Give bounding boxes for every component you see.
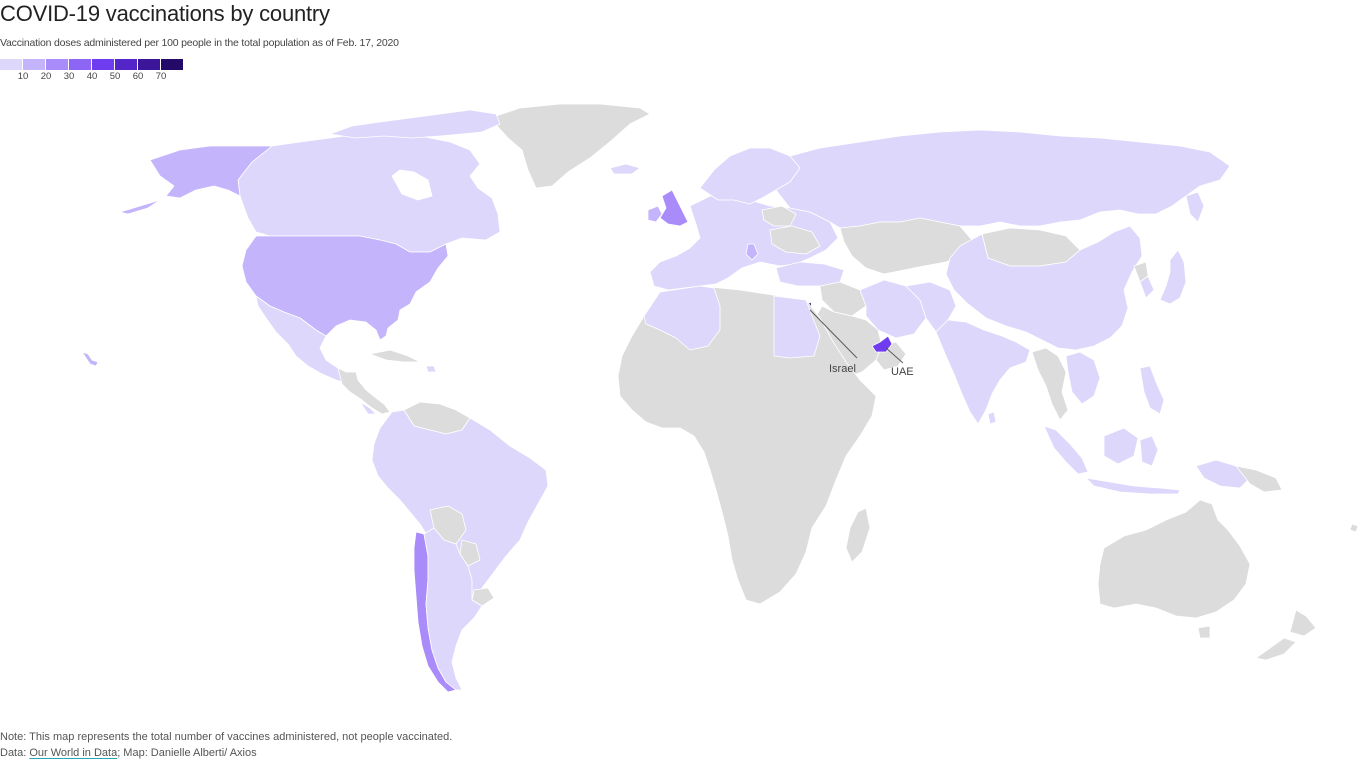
country-turkey[interactable] <box>775 261 845 287</box>
footer-note: Note: This map represents the total numb… <box>0 731 453 743</box>
country-australia[interactable] <box>1097 499 1251 619</box>
legend-label-10: 10 <box>17 71 29 82</box>
country-tasmania[interactable] <box>1197 625 1211 639</box>
country-africa[interactable] <box>617 285 877 605</box>
color-legend: 10 20 30 40 50 60 70 <box>0 59 200 83</box>
map-title: COVID-19 vaccinations by country <box>0 1 330 26</box>
country-iran[interactable] <box>859 279 927 339</box>
country-costa-rica[interactable] <box>359 401 377 415</box>
country-uae[interactable] <box>871 335 893 353</box>
legend-label-60: 60 <box>132 71 144 82</box>
map-subtitle: Vaccination doses administered per 100 p… <box>0 37 399 49</box>
country-ukraine[interactable] <box>769 225 821 255</box>
country-myanmar-thailand[interactable] <box>1031 347 1069 421</box>
country-caribbean-islands[interactable] <box>425 365 437 373</box>
legend-swatch-7 <box>138 59 160 70</box>
legend-swatch-6 <box>115 59 137 70</box>
world-map-svg: Israel UAE <box>81 103 1359 693</box>
country-sri-lanka[interactable] <box>987 411 997 425</box>
country-hawaii[interactable] <box>81 351 99 367</box>
country-central-america[interactable] <box>337 367 391 415</box>
country-russia-east[interactable] <box>1185 191 1205 223</box>
country-united-kingdom[interactable] <box>659 189 689 227</box>
country-syria-iraq[interactable] <box>819 281 867 317</box>
legend-swatch-1 <box>0 59 22 70</box>
map-credit: ; Map: Danielle Alberti/ Axios <box>117 747 257 759</box>
country-canada-arctic[interactable] <box>329 109 501 139</box>
country-north-africa[interactable] <box>643 285 721 351</box>
country-indonesia-sulawesi[interactable] <box>1139 435 1159 467</box>
legend-label-70: 70 <box>155 71 167 82</box>
country-canada[interactable] <box>237 131 501 253</box>
country-indonesia-west[interactable] <box>1043 425 1089 475</box>
legend-label-40: 40 <box>86 71 98 82</box>
legend-label-20: 20 <box>40 71 52 82</box>
legend-swatch-3 <box>46 59 68 70</box>
country-philippines[interactable] <box>1139 365 1165 415</box>
israel-leader-line <box>809 309 858 359</box>
country-ireland[interactable] <box>647 205 663 223</box>
country-new-zealand[interactable] <box>1255 609 1317 661</box>
country-indochina[interactable] <box>1065 351 1101 405</box>
country-japan[interactable] <box>1159 249 1187 305</box>
world-map: Israel UAE <box>0 90 1366 710</box>
uae-label: UAE <box>891 366 914 378</box>
data-source-link[interactable]: Our World in Data <box>29 747 118 759</box>
data-prefix: Data: <box>0 747 30 759</box>
legend-label-50: 50 <box>109 71 121 82</box>
country-serbia[interactable] <box>745 243 759 261</box>
country-greenland[interactable] <box>489 103 651 189</box>
country-paraguay[interactable] <box>459 539 481 567</box>
legend-swatch-2 <box>23 59 45 70</box>
country-indonesia-java[interactable] <box>1085 477 1181 495</box>
country-mongolia[interactable] <box>981 227 1081 267</box>
country-alaska[interactable] <box>119 145 273 215</box>
legend-swatches <box>0 59 184 70</box>
legend-labels: 10 20 30 40 50 60 70 <box>0 71 200 83</box>
country-cuba[interactable] <box>369 349 421 363</box>
footer: Note: This map represents the total numb… <box>0 729 452 761</box>
country-argentina[interactable] <box>423 527 483 691</box>
country-india[interactable] <box>935 319 1031 425</box>
legend-swatch-8 <box>161 59 183 70</box>
legend-label-30: 30 <box>63 71 75 82</box>
israel-label: Israel <box>829 363 856 375</box>
country-madagascar[interactable] <box>845 507 871 563</box>
country-china[interactable] <box>945 225 1143 351</box>
legend-swatch-5 <box>92 59 114 70</box>
country-papua-new-guinea[interactable] <box>1235 465 1283 493</box>
country-russia[interactable] <box>775 129 1231 229</box>
country-brazil[interactable] <box>371 409 549 601</box>
legend-swatch-4 <box>69 59 91 70</box>
country-egypt[interactable] <box>773 295 821 359</box>
country-south-korea[interactable] <box>1139 275 1155 299</box>
country-pacific-islands[interactable] <box>1349 523 1359 533</box>
country-iceland[interactable] <box>609 163 641 175</box>
footer-credit: Data: Our World in Data; Map: Danielle A… <box>0 745 452 761</box>
country-indonesia-borneo[interactable] <box>1103 427 1139 465</box>
uae-leader-line <box>885 347 904 364</box>
